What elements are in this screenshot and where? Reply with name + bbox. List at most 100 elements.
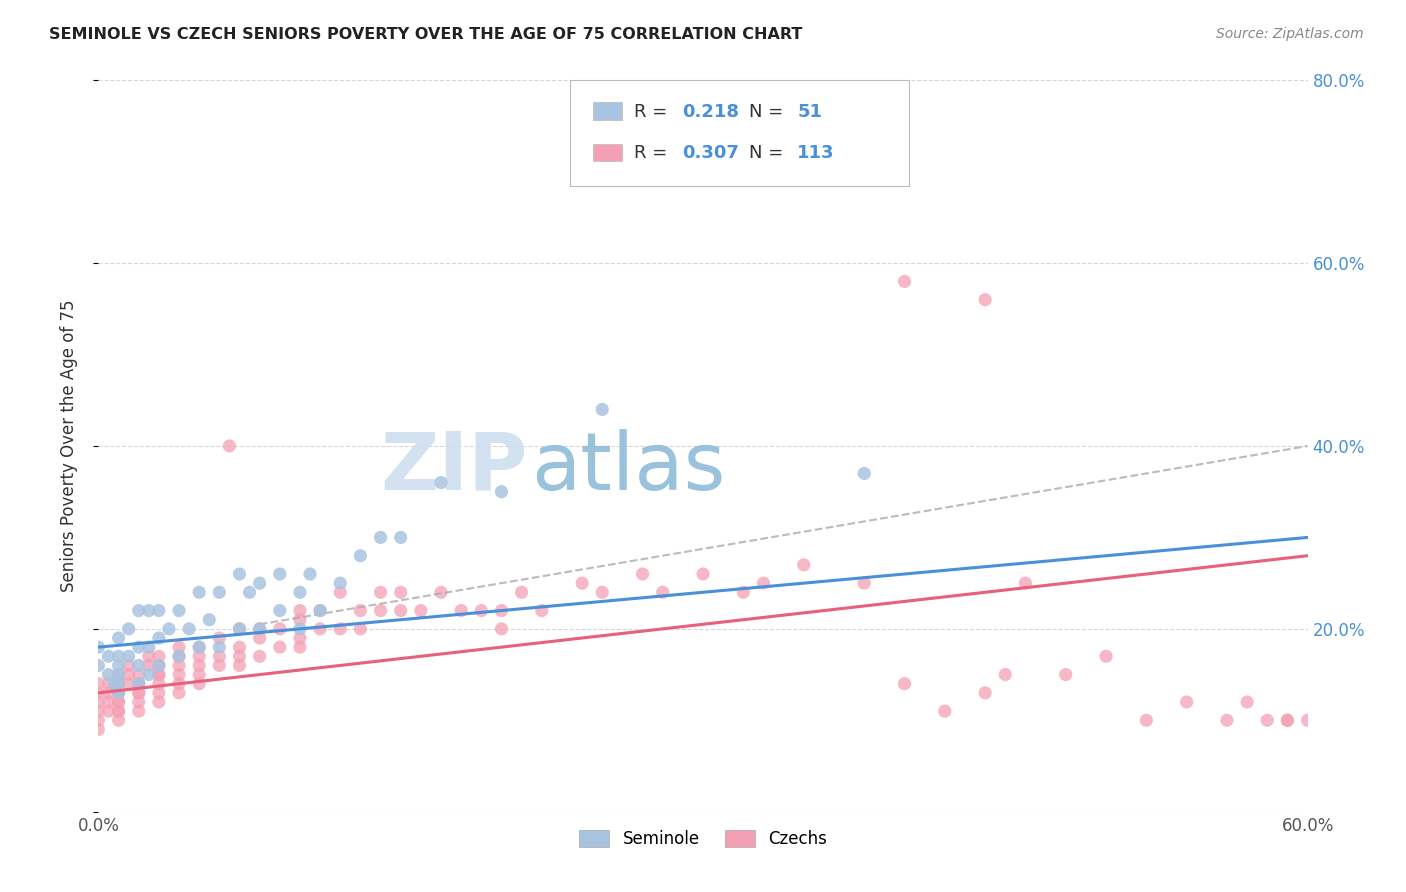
Point: [269, 567, 291, 582]
Point: [128, 640, 150, 655]
Point: [288, 585, 311, 599]
Point: [179, 622, 201, 636]
Point: [148, 676, 170, 690]
Point: [249, 631, 271, 645]
Point: [188, 640, 211, 655]
Point: [87, 658, 110, 673]
Point: [349, 549, 371, 563]
Point: [128, 676, 150, 690]
Point: [752, 576, 775, 591]
Text: 113: 113: [797, 145, 835, 162]
Point: [188, 649, 211, 664]
Point: [974, 686, 997, 700]
Point: [409, 603, 432, 617]
FancyBboxPatch shape: [593, 144, 621, 161]
Point: [87, 676, 110, 690]
Point: [430, 475, 453, 490]
Point: [107, 676, 129, 690]
Point: [167, 667, 190, 681]
Point: [107, 695, 129, 709]
Point: [87, 704, 110, 718]
Point: [571, 576, 593, 591]
Point: [974, 293, 997, 307]
Text: R =: R =: [634, 103, 673, 120]
Point: [370, 603, 392, 617]
Point: [631, 567, 654, 582]
Text: 0.218: 0.218: [682, 103, 740, 120]
Point: [188, 658, 211, 673]
Point: [107, 695, 129, 709]
Point: [188, 585, 211, 599]
FancyBboxPatch shape: [569, 80, 908, 186]
Point: [107, 667, 129, 681]
Point: [128, 695, 150, 709]
Point: [128, 704, 150, 718]
Point: [228, 622, 250, 636]
Point: [138, 658, 160, 673]
Point: [148, 603, 170, 617]
Point: [87, 640, 110, 655]
Point: [118, 667, 141, 681]
Point: [228, 658, 250, 673]
Point: [1296, 714, 1319, 728]
Point: [128, 676, 150, 690]
Point: [118, 658, 141, 673]
Point: [148, 658, 170, 673]
Point: [208, 631, 231, 645]
Point: [389, 585, 412, 599]
Point: [118, 649, 141, 664]
Point: [107, 704, 129, 718]
Point: [208, 658, 231, 673]
Text: N =: N =: [749, 103, 789, 120]
Point: [208, 585, 231, 599]
Point: [470, 603, 492, 617]
Point: [288, 640, 311, 655]
Point: [107, 649, 129, 664]
Text: 51: 51: [797, 103, 823, 120]
Text: N =: N =: [749, 145, 789, 162]
Point: [1277, 714, 1299, 728]
Point: [370, 585, 392, 599]
Point: [97, 649, 120, 664]
Point: [239, 585, 262, 599]
Point: [167, 676, 190, 690]
Point: [651, 585, 673, 599]
Point: [1236, 695, 1258, 709]
Legend: Seminole, Czechs: Seminole, Czechs: [572, 823, 834, 855]
Point: [118, 622, 141, 636]
Point: [128, 658, 150, 673]
Point: [893, 676, 915, 690]
Point: [491, 484, 513, 499]
Point: [107, 631, 129, 645]
Point: [198, 613, 221, 627]
Point: [167, 649, 190, 664]
Point: [249, 649, 271, 664]
Point: [107, 704, 129, 718]
Point: [188, 676, 211, 690]
Point: [530, 603, 553, 617]
Text: Source: ZipAtlas.com: Source: ZipAtlas.com: [1216, 27, 1364, 41]
Point: [128, 603, 150, 617]
FancyBboxPatch shape: [593, 103, 621, 120]
Text: SEMINOLE VS CZECH SENIORS POVERTY OVER THE AGE OF 75 CORRELATION CHART: SEMINOLE VS CZECH SENIORS POVERTY OVER T…: [49, 27, 803, 42]
Point: [249, 622, 271, 636]
Text: 0.307: 0.307: [682, 145, 740, 162]
Point: [329, 585, 352, 599]
Point: [288, 631, 311, 645]
Point: [853, 576, 876, 591]
Point: [733, 585, 755, 599]
Point: [1216, 714, 1239, 728]
Point: [97, 676, 120, 690]
Point: [167, 640, 190, 655]
Text: ZIP: ZIP: [381, 429, 527, 507]
Point: [218, 439, 240, 453]
Text: atlas: atlas: [531, 429, 725, 507]
Point: [103, 676, 125, 690]
Point: [208, 640, 231, 655]
Point: [228, 640, 250, 655]
Point: [157, 622, 180, 636]
Point: [107, 714, 129, 728]
Point: [107, 676, 129, 690]
Point: [1135, 714, 1157, 728]
Point: [934, 704, 956, 718]
